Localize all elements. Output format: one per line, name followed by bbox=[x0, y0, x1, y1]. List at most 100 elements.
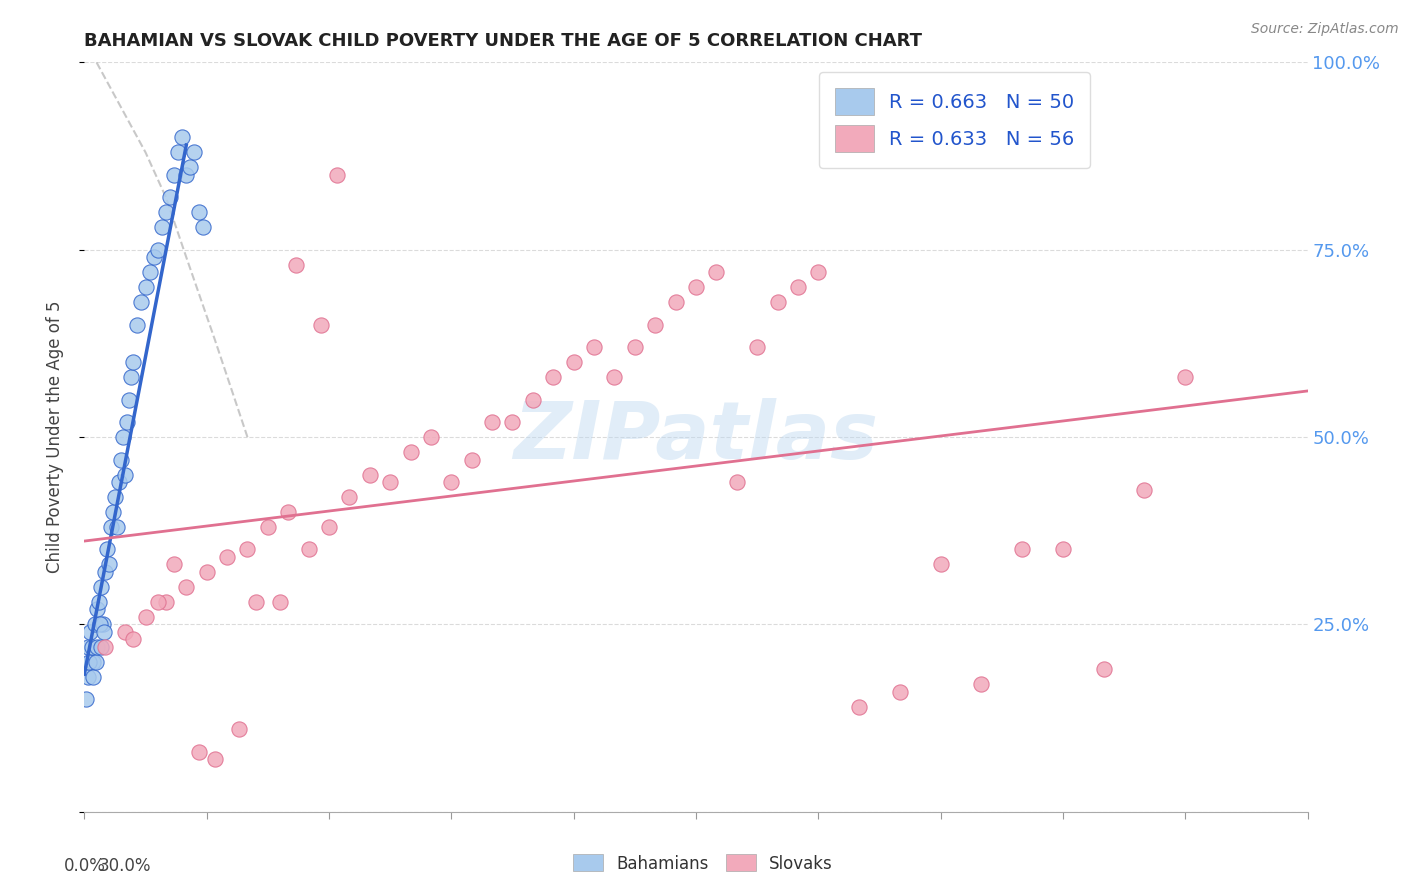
Point bbox=[787, 280, 810, 294]
Point bbox=[122, 632, 145, 647]
Point bbox=[80, 640, 103, 654]
Point bbox=[583, 340, 606, 354]
Point bbox=[195, 565, 218, 579]
Point bbox=[848, 699, 870, 714]
Point bbox=[110, 452, 132, 467]
Point bbox=[644, 318, 666, 332]
Point bbox=[665, 295, 688, 310]
Point bbox=[163, 168, 186, 182]
Point bbox=[84, 655, 107, 669]
Point bbox=[167, 145, 190, 160]
Point bbox=[93, 624, 115, 639]
Point bbox=[889, 685, 911, 699]
Text: Source: ZipAtlas.com: Source: ZipAtlas.com bbox=[1251, 22, 1399, 37]
Point bbox=[624, 340, 647, 354]
Point bbox=[326, 168, 349, 182]
Point bbox=[440, 475, 463, 489]
Point bbox=[146, 595, 169, 609]
Point bbox=[766, 295, 789, 310]
Point bbox=[420, 430, 443, 444]
Point bbox=[96, 542, 118, 557]
Point bbox=[183, 145, 205, 160]
Point bbox=[79, 624, 101, 639]
Point bbox=[89, 617, 111, 632]
Point bbox=[461, 452, 484, 467]
Point bbox=[159, 190, 181, 204]
Point bbox=[93, 640, 115, 654]
Point bbox=[318, 520, 340, 534]
Legend: R = 0.663   N = 50, R = 0.633   N = 56: R = 0.663 N = 50, R = 0.633 N = 56 bbox=[820, 72, 1090, 168]
Point bbox=[481, 415, 503, 429]
Point bbox=[807, 265, 830, 279]
Point bbox=[90, 580, 112, 594]
Point bbox=[174, 580, 197, 594]
Point bbox=[86, 640, 108, 654]
Point bbox=[236, 542, 259, 557]
Point bbox=[135, 280, 157, 294]
Point bbox=[359, 467, 381, 482]
Point bbox=[285, 258, 308, 272]
Point bbox=[138, 265, 160, 279]
Point bbox=[77, 640, 100, 654]
Point bbox=[127, 318, 149, 332]
Point bbox=[114, 624, 136, 639]
Point bbox=[108, 475, 131, 489]
Point bbox=[1174, 370, 1197, 384]
Point bbox=[150, 220, 173, 235]
Point bbox=[91, 617, 114, 632]
Point bbox=[1052, 542, 1074, 557]
Point bbox=[131, 295, 153, 310]
Point bbox=[174, 168, 197, 182]
Point bbox=[603, 370, 626, 384]
Point bbox=[929, 558, 952, 572]
Point bbox=[112, 430, 135, 444]
Text: 0.0%: 0.0% bbox=[63, 856, 105, 875]
Point bbox=[228, 723, 250, 737]
Point bbox=[122, 355, 145, 369]
Point bbox=[179, 161, 201, 175]
Point bbox=[155, 205, 177, 219]
Point bbox=[706, 265, 728, 279]
Point bbox=[82, 670, 104, 684]
Point bbox=[90, 640, 112, 654]
Y-axis label: Child Poverty Under the Age of 5: Child Poverty Under the Age of 5 bbox=[45, 301, 63, 574]
Point bbox=[146, 243, 169, 257]
Point bbox=[269, 595, 291, 609]
Point bbox=[502, 415, 524, 429]
Point bbox=[75, 692, 97, 706]
Point bbox=[257, 520, 280, 534]
Point bbox=[562, 355, 585, 369]
Point bbox=[142, 250, 165, 264]
Text: 30.0%: 30.0% bbox=[98, 856, 152, 875]
Point bbox=[82, 655, 104, 669]
Point bbox=[97, 558, 120, 572]
Point bbox=[277, 505, 299, 519]
Point bbox=[101, 505, 124, 519]
Point bbox=[1133, 483, 1156, 497]
Point bbox=[77, 655, 100, 669]
Point bbox=[747, 340, 769, 354]
Point bbox=[83, 617, 105, 632]
Point bbox=[298, 542, 321, 557]
Point bbox=[86, 602, 108, 616]
Point bbox=[1092, 662, 1115, 676]
Point bbox=[217, 549, 239, 564]
Point bbox=[204, 752, 226, 766]
Point bbox=[93, 565, 115, 579]
Point bbox=[172, 130, 194, 145]
Point bbox=[118, 392, 141, 407]
Point bbox=[543, 370, 565, 384]
Point bbox=[135, 610, 157, 624]
Point bbox=[970, 677, 993, 691]
Point bbox=[339, 490, 361, 504]
Point bbox=[1011, 542, 1033, 557]
Point bbox=[104, 490, 127, 504]
Point bbox=[309, 318, 332, 332]
Point bbox=[685, 280, 707, 294]
Legend: Bahamians, Slovaks: Bahamians, Slovaks bbox=[567, 847, 839, 880]
Point bbox=[100, 520, 122, 534]
Point bbox=[120, 370, 142, 384]
Point bbox=[725, 475, 748, 489]
Point bbox=[114, 467, 136, 482]
Point bbox=[87, 595, 110, 609]
